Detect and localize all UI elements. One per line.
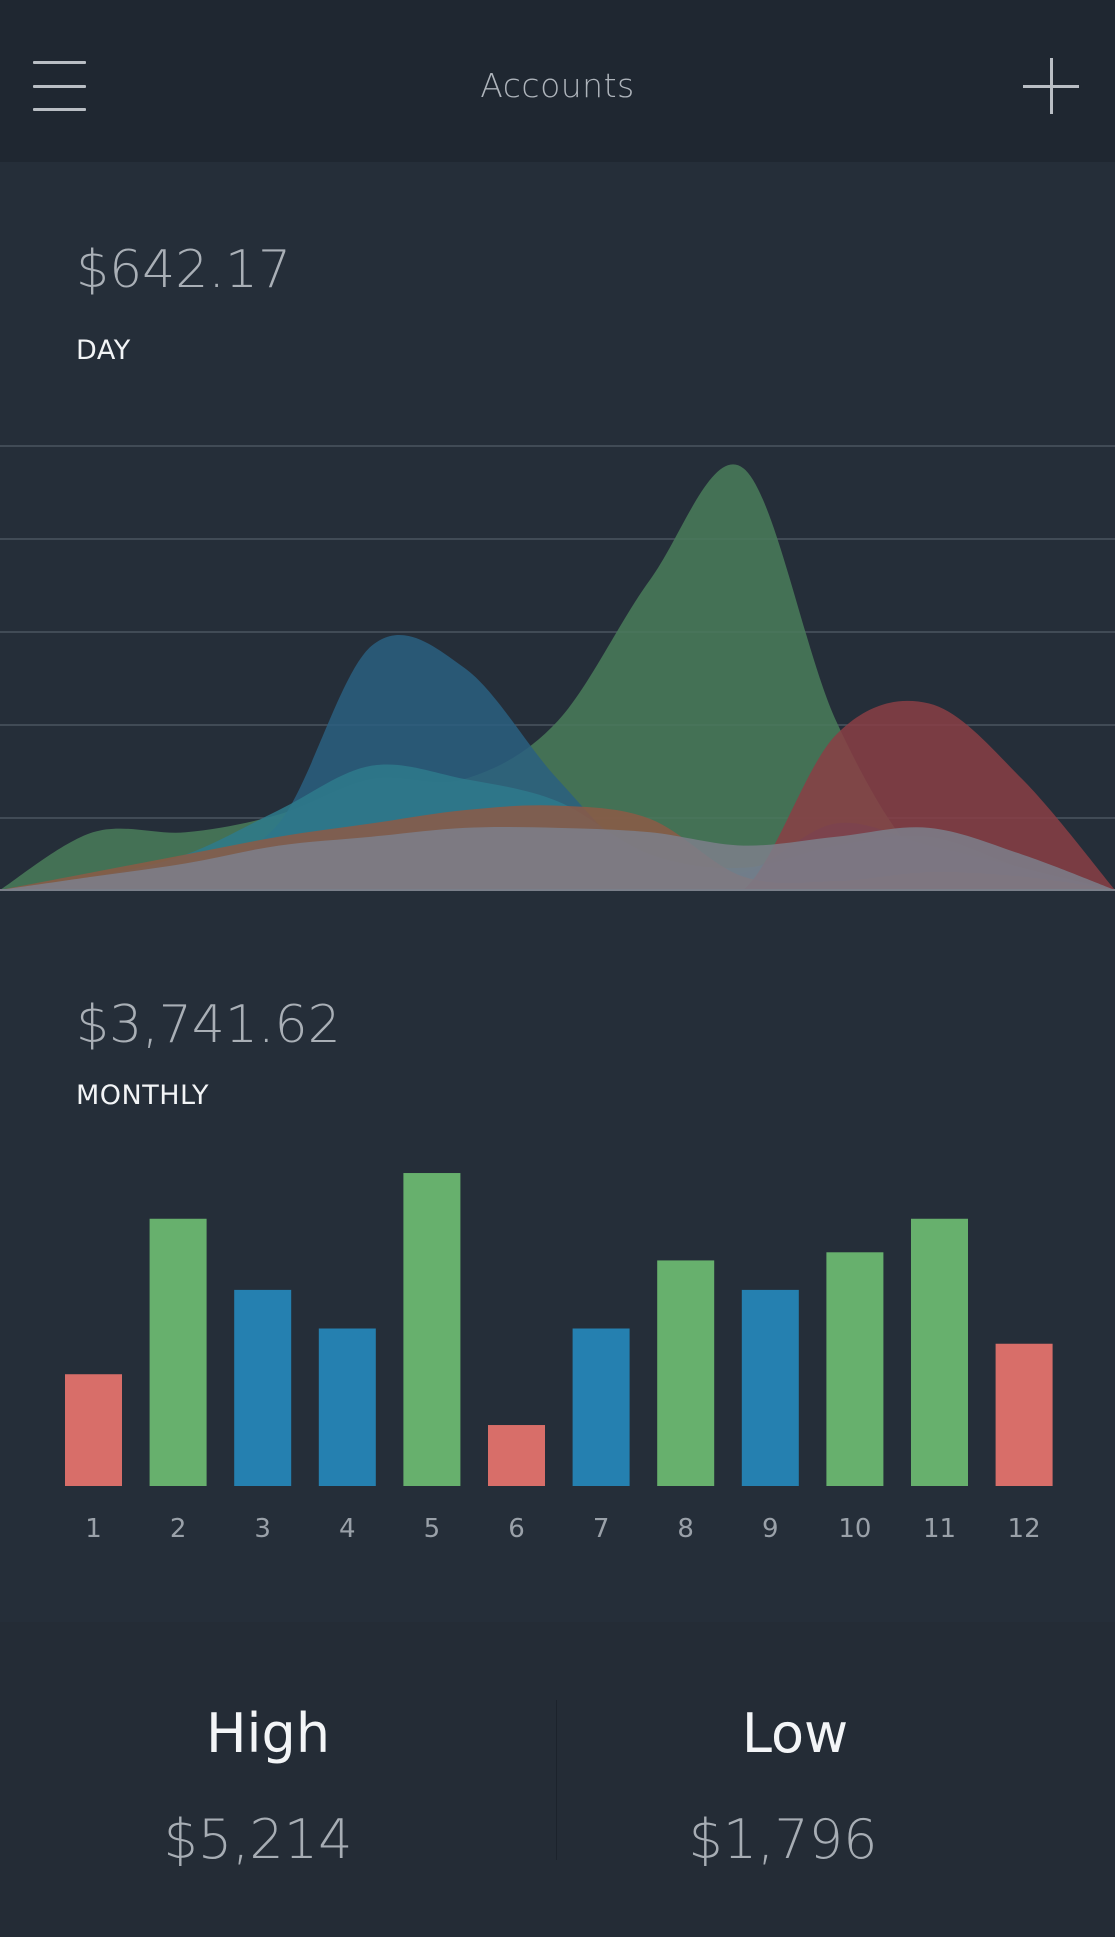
bar-tick-label: 5 [424,1514,441,1544]
bar-month-7 [572,1328,630,1486]
bar-tick-label: 2 [170,1514,187,1544]
bar-month-6 [488,1425,545,1486]
bar-tick-label: 7 [593,1514,610,1544]
bar-month-1 [65,1374,122,1486]
area-series-6 [0,826,1115,890]
menu-icon[interactable] [33,61,86,111]
bar-month-2 [149,1218,207,1486]
bar-tick-label: 12 [1008,1514,1041,1544]
high-value: $5,214 [163,1808,353,1871]
day-area-chart [0,445,1115,891]
bar-tick-label: 6 [508,1514,525,1544]
bar-tick-label: 9 [762,1514,779,1544]
bar-month-11 [911,1218,968,1486]
day-label: DAY [76,335,131,366]
monthly-label: MONTHLY [76,1080,209,1111]
page-title: Accounts [480,66,635,105]
top-bar: Accounts [0,0,1115,162]
monthly-total-value: $3,741.62 [76,995,341,1055]
bar-month-12 [995,1343,1053,1486]
low-value: $1,796 [688,1808,878,1871]
bar-tick-label: 4 [339,1514,356,1544]
monthly-bar-chart: 1 2 3 4 5 6 7 8 9 10 11 12 [65,1173,1053,1544]
low-label: Low [741,1702,849,1765]
bar-tick-label: 1 [85,1514,102,1544]
bar-month-8 [657,1260,715,1486]
stats-panel: High $5,214 Low $1,796 [0,1622,1115,1937]
bar-month-5 [403,1173,461,1486]
stats-divider [556,1700,557,1860]
bar-tick-label: 8 [677,1514,694,1544]
high-label: High [205,1702,331,1765]
bar-month-9 [741,1289,799,1486]
bar-tick-label: 3 [254,1514,271,1544]
bar-month-3 [234,1289,292,1486]
bar-month-4 [318,1328,376,1486]
bar-tick-label: 10 [838,1514,871,1544]
bar-month-10 [826,1252,884,1486]
plus-icon[interactable] [1023,58,1079,114]
day-total-value: $642.17 [76,240,292,300]
bar-tick-label: 11 [923,1514,956,1544]
